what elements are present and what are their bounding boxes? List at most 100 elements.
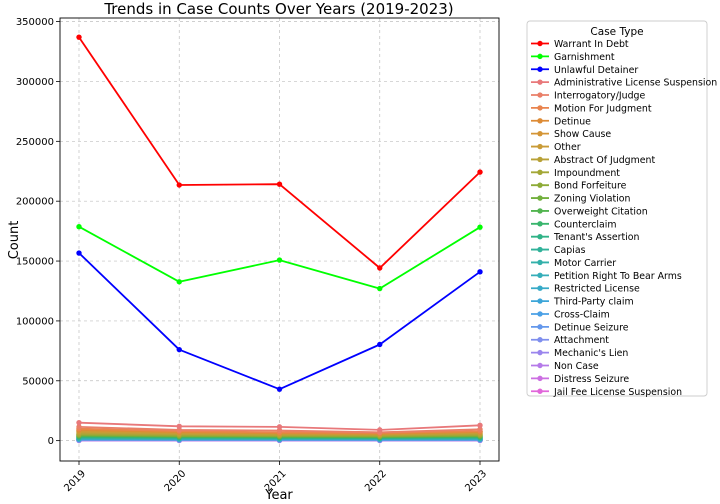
- legend-swatch-marker: [537, 79, 543, 85]
- legend-label: Unlawful Detainer: [554, 65, 638, 76]
- legend-label: Warrant In Debt: [554, 39, 629, 50]
- legend-swatch-marker: [537, 362, 543, 369]
- legend-swatch-marker: [537, 272, 543, 279]
- y-tick-label: 300000: [16, 77, 54, 88]
- legend-item: Mechanic's Lien: [531, 348, 628, 359]
- legend-label: Abstract Of Judgment: [554, 155, 655, 166]
- legend-swatch-marker: [537, 130, 543, 137]
- legend-label: Jail Fee License Suspension: [553, 387, 682, 398]
- legend-item: Interrogatory/Judge: [531, 91, 646, 102]
- legend-label: Detinue Seizure: [554, 322, 629, 333]
- legend-label: Attachment: [554, 335, 609, 346]
- legend-swatch-marker: [537, 143, 543, 150]
- legend-item: Unlawful Detainer: [531, 65, 638, 76]
- legend-label: Show Cause: [554, 129, 611, 140]
- data-point: [477, 422, 483, 429]
- legend-swatch-marker: [537, 40, 543, 47]
- legend-item: Bond Forfeiture: [531, 181, 627, 192]
- legend-label: Petition Right To Bear Arms: [554, 271, 682, 282]
- data-point: [176, 346, 182, 353]
- y-tick-label: 50000: [22, 376, 54, 387]
- series-administrative-license-suspension: [76, 419, 483, 433]
- legend-label: Tenant's Assertion: [553, 232, 639, 243]
- legend-label: Third-Party claim: [553, 297, 634, 308]
- y-tick-label: 150000: [16, 257, 54, 268]
- series-warrant-in-debt: [76, 34, 483, 271]
- data-point: [477, 269, 483, 275]
- legend-swatch-marker: [537, 156, 543, 163]
- legend-swatch-marker: [537, 92, 543, 98]
- data-point: [276, 257, 283, 263]
- data-point: [76, 419, 82, 426]
- x-axis-label: Year: [264, 488, 293, 503]
- legend-swatch-marker: [537, 118, 543, 124]
- legend-title: Case Type: [590, 26, 643, 38]
- legend-item: Tenant's Assertion: [531, 232, 639, 243]
- x-tick-label: 2019: [62, 468, 88, 494]
- grid: [60, 18, 499, 461]
- series-lines: [76, 34, 483, 444]
- series-garnishment: [76, 223, 483, 292]
- legend-label: Interrogatory/Judge: [554, 91, 646, 102]
- legend-label: Zoning Violation: [554, 194, 630, 205]
- legend-item: Counterclaim: [531, 219, 617, 230]
- legend-label: Overweight Citation: [554, 206, 648, 217]
- legend-item: Detinue: [531, 116, 591, 127]
- legend-frame: [526, 20, 708, 397]
- x-tick-label: 2022: [363, 468, 389, 494]
- legend: Case Type Warrant In Debt Garnishment Unla…: [526, 20, 717, 398]
- legend-swatch-marker: [537, 105, 543, 111]
- y-tick-label: 0: [48, 436, 54, 447]
- legend-swatch-marker: [537, 208, 543, 214]
- data-point: [176, 279, 182, 285]
- legend-label: Other: [554, 142, 581, 153]
- y-axis-ticks: 0 50000 100000 150000 200000 250000 300000 3500…: [16, 17, 60, 447]
- data-point: [477, 224, 483, 230]
- data-point: [377, 427, 383, 433]
- legend-swatch-marker: [537, 349, 543, 356]
- legend-swatch-marker: [537, 66, 543, 72]
- legend-swatch-marker: [537, 311, 543, 317]
- legend-swatch-marker: [537, 53, 543, 60]
- legend-label: Mechanic's Lien: [554, 348, 628, 359]
- legend-item: Warrant In Debt: [531, 39, 629, 50]
- legend-swatch-marker: [537, 221, 543, 227]
- legend-swatch-marker: [537, 388, 543, 394]
- legend-swatch-marker: [537, 195, 543, 201]
- x-tick-label: 2020: [163, 468, 189, 494]
- legend-swatch-marker: [537, 234, 543, 240]
- legend-swatch-marker: [537, 259, 543, 266]
- y-axis-label: Count: [7, 221, 22, 260]
- data-point: [276, 181, 283, 187]
- legend-item: Cross-Claim: [531, 309, 610, 320]
- legend-label: Administrative License Suspension: [554, 78, 717, 89]
- data-point: [176, 423, 182, 429]
- legend-label: Counterclaim: [554, 219, 617, 230]
- legend-item: Garnishment: [531, 52, 615, 63]
- legend-label: Motion For Judgment: [554, 103, 652, 114]
- data-point: [477, 169, 483, 175]
- legend-label: Detinue: [554, 116, 591, 127]
- data-point: [377, 285, 383, 292]
- plot-area-frame: [59, 17, 500, 462]
- legend-swatch-marker: [537, 375, 543, 382]
- legend-item: Restricted License: [531, 284, 640, 295]
- legend-item: Zoning Violation: [531, 194, 630, 205]
- legend-swatch-marker: [537, 182, 543, 188]
- chart-title: Trends in Case Counts Over Years (2019-2…: [103, 0, 453, 18]
- legend-items: Warrant In Debt Garnishment Unlawful Detai…: [531, 39, 717, 398]
- legend-item: Show Cause: [531, 129, 611, 140]
- legend-item: Attachment: [531, 335, 609, 346]
- data-point: [76, 34, 82, 40]
- x-tick-label: 2023: [463, 468, 489, 494]
- legend-item: Motion For Judgment: [531, 103, 652, 114]
- data-point: [377, 341, 383, 348]
- legend-label: Garnishment: [554, 52, 615, 63]
- y-tick-label: 250000: [16, 137, 54, 148]
- legend-swatch-marker: [537, 298, 543, 304]
- data-point: [76, 424, 82, 430]
- legend-label: Capias: [554, 245, 586, 256]
- legend-swatch-marker: [537, 285, 543, 291]
- legend-item: Impoundment: [531, 168, 620, 179]
